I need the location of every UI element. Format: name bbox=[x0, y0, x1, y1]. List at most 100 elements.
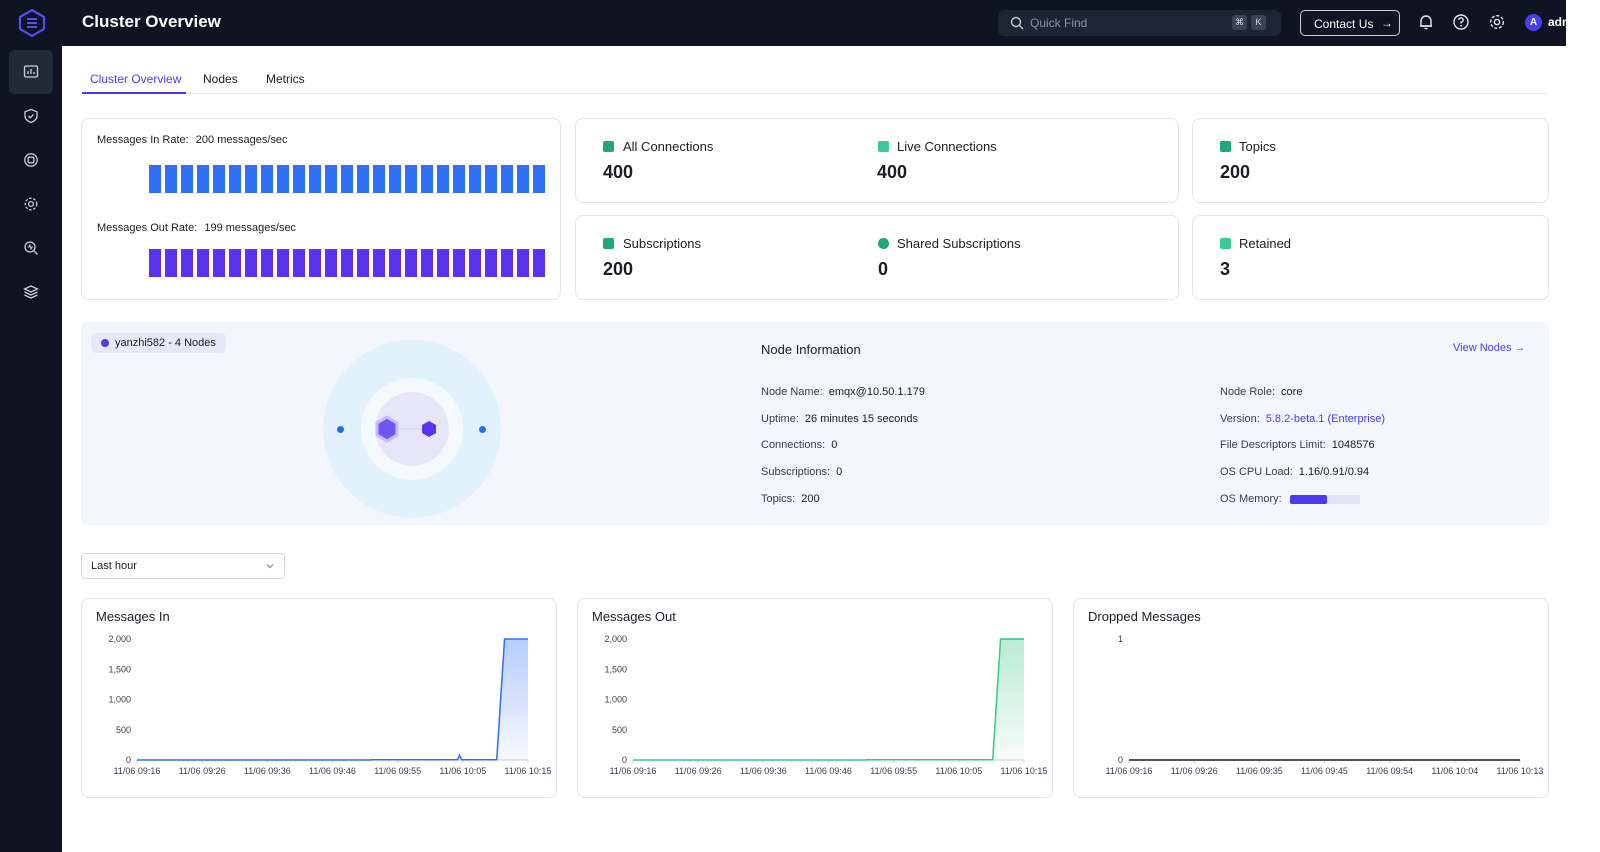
version-link[interactable]: 5.8.2-beta.1 (Enterprise) bbox=[1265, 413, 1385, 425]
x-tick-label: 11/06 09:26 bbox=[1171, 766, 1218, 776]
user-avatar[interactable]: A bbox=[1525, 14, 1542, 31]
series-line[interactable] bbox=[137, 638, 528, 761]
messages-out-rate-bar bbox=[197, 249, 209, 277]
messages-in-rate-bar bbox=[293, 165, 305, 193]
messages-in-rate-value: 200 messages/sec bbox=[195, 134, 288, 146]
retained-label: Retained bbox=[1239, 236, 1292, 251]
active-tab-indicator bbox=[82, 92, 186, 94]
y-tick-label: 500 bbox=[612, 725, 627, 735]
contact-us-button[interactable]: Contact Us → bbox=[1300, 10, 1400, 36]
messages-in-rate-bar bbox=[389, 165, 401, 193]
sidebar-item-integration[interactable] bbox=[9, 138, 53, 182]
tab-nodes[interactable]: Nodes bbox=[203, 72, 238, 86]
messages-out-rate: Messages Out Rate: 199 messages/sec bbox=[97, 222, 296, 234]
x-tick-label: 11/06 10:15 bbox=[1001, 766, 1048, 776]
node-information-title: Node Information bbox=[761, 342, 861, 357]
view-nodes-link[interactable]: View Nodes → bbox=[1453, 342, 1526, 354]
messages-out-rate-bar bbox=[373, 249, 385, 277]
bell-icon[interactable] bbox=[1417, 13, 1435, 31]
connections-row: Connections: 0 bbox=[761, 439, 837, 451]
series-line[interactable] bbox=[633, 638, 1024, 761]
cpu-load-value: 1.16/0.91/0.94 bbox=[1298, 466, 1370, 478]
node-satellite-left[interactable] bbox=[337, 426, 344, 433]
x-tick-label: 11/06 09:45 bbox=[1301, 766, 1348, 776]
messages-in-rate-bar bbox=[421, 165, 433, 193]
messages-out-rate-bar bbox=[245, 249, 257, 277]
messages-in-rate-bar bbox=[245, 165, 257, 193]
sidebar-item-access-control[interactable] bbox=[9, 94, 53, 138]
messages-in-rate-bar bbox=[165, 165, 177, 193]
messages-out-rate-bar bbox=[181, 249, 193, 277]
x-tick-label: 11/06 10:15 bbox=[505, 766, 552, 776]
topics-card: Topics 200 bbox=[1192, 118, 1549, 203]
node-satellite-right[interactable] bbox=[479, 426, 486, 433]
top-bar: Cluster Overview Quick Find ⌘ K Contact … bbox=[0, 0, 1583, 46]
sidebar-item-management[interactable] bbox=[9, 182, 53, 226]
series-area bbox=[633, 639, 1024, 760]
messages-in-rate-label: Messages In Rate: bbox=[97, 134, 189, 146]
messages-in-rate-bar bbox=[533, 165, 545, 193]
cluster-tag: yanzhi582 - 4 Nodes bbox=[91, 333, 226, 353]
gear-icon bbox=[24, 197, 38, 211]
y-tick-label: 2,000 bbox=[108, 634, 131, 644]
x-tick-label: 11/06 10:05 bbox=[439, 766, 486, 776]
main-content: Cluster Overview Nodes Metrics Messages … bbox=[62, 46, 1566, 834]
messages-in-rate-bar bbox=[197, 165, 209, 193]
uptime-label: Uptime: bbox=[761, 413, 799, 425]
uptime-row: Uptime: 26 minutes 15 seconds bbox=[761, 413, 918, 425]
messages-in-rate-bar bbox=[213, 165, 225, 193]
help-icon[interactable] bbox=[1452, 13, 1470, 31]
time-range-value: Last hour bbox=[91, 560, 137, 572]
node-panel: yanzhi582 - 4 Nodes Node Information Vie… bbox=[81, 322, 1549, 525]
messages-out-rate-bar bbox=[469, 249, 481, 277]
x-tick-label: 11/06 10:04 bbox=[1431, 766, 1478, 776]
sidebar-item-dashboard[interactable] bbox=[9, 50, 53, 94]
os-memory-label: OS Memory: bbox=[1220, 493, 1282, 505]
quick-find-search[interactable]: Quick Find ⌘ K bbox=[998, 10, 1281, 36]
y-tick-label: 1,500 bbox=[108, 664, 131, 674]
time-range-select[interactable]: Last hour bbox=[81, 553, 285, 579]
node-subscriptions-value: 0 bbox=[836, 466, 843, 478]
topics-value: 200 bbox=[1220, 162, 1251, 182]
messages-out-rate-bar bbox=[293, 249, 305, 277]
y-tick-label: 0 bbox=[622, 755, 627, 765]
tab-metrics[interactable]: Metrics bbox=[266, 72, 305, 86]
messages-in-rate-bars bbox=[149, 165, 545, 193]
tab-cluster-overview[interactable]: Cluster Overview bbox=[90, 72, 182, 86]
node-hexagons-icon[interactable] bbox=[371, 412, 451, 446]
messages-in-rate-bar bbox=[341, 165, 353, 193]
messages-in-rate-bar bbox=[261, 165, 273, 193]
messages-in-rate-bar bbox=[357, 165, 369, 193]
messages-out-rate-bar bbox=[453, 249, 465, 277]
shared-subscriptions-icon bbox=[878, 238, 889, 249]
node-name-label: Node Name: bbox=[761, 386, 823, 398]
messages-out-rate-bars bbox=[149, 249, 545, 277]
node-topics-label: Topics: bbox=[761, 493, 796, 505]
messages-out-rate-bar bbox=[501, 249, 513, 277]
node-name-value: emqx@10.50.1.179 bbox=[828, 386, 925, 398]
messages-in-rate-bar bbox=[181, 165, 193, 193]
sidebar-item-system[interactable] bbox=[9, 270, 53, 314]
messages-out-rate-bar bbox=[229, 249, 241, 277]
topics-icon bbox=[1220, 141, 1231, 152]
messages-out-chart-title: Messages Out bbox=[592, 609, 676, 624]
messages-in-rate-bar bbox=[437, 165, 449, 193]
messages-out-rate-bar bbox=[309, 249, 321, 277]
sidebar-item-diagnose[interactable] bbox=[9, 226, 53, 270]
settings-gear-icon[interactable] bbox=[1488, 13, 1506, 31]
cluster-dot-icon bbox=[101, 339, 109, 347]
messages-out-rate-bar bbox=[277, 249, 289, 277]
node-role-row: Node Role: core bbox=[1220, 386, 1302, 398]
live-connections-label: Live Connections bbox=[897, 139, 997, 154]
y-tick-label: 1 bbox=[1118, 634, 1123, 644]
live-connections-value: 400 bbox=[877, 162, 908, 182]
search-placeholder: Quick Find bbox=[1030, 16, 1088, 30]
messages-out-rate-bar bbox=[357, 249, 369, 277]
emqx-logo-icon[interactable] bbox=[18, 8, 46, 38]
subscriptions-icon bbox=[603, 238, 614, 249]
messages-out-rate-bar bbox=[533, 249, 545, 277]
tab-bar: Cluster Overview Nodes Metrics bbox=[82, 70, 1548, 94]
messages-out-rate-bar bbox=[149, 249, 161, 277]
retained-icon bbox=[1220, 238, 1231, 249]
y-tick-label: 500 bbox=[116, 725, 131, 735]
